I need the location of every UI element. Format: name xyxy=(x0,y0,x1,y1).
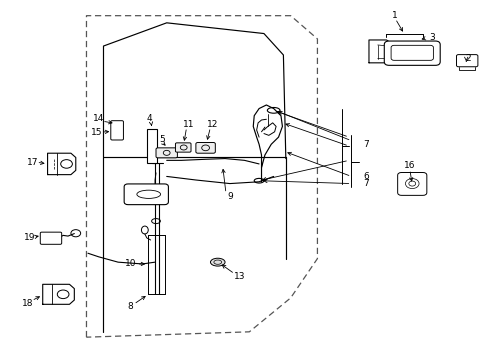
Text: 13: 13 xyxy=(233,272,245,281)
FancyBboxPatch shape xyxy=(156,148,177,158)
FancyBboxPatch shape xyxy=(397,172,426,195)
FancyBboxPatch shape xyxy=(196,143,215,153)
Text: 15: 15 xyxy=(91,128,102,137)
FancyBboxPatch shape xyxy=(384,41,439,65)
FancyBboxPatch shape xyxy=(40,232,61,244)
FancyBboxPatch shape xyxy=(456,55,477,67)
FancyBboxPatch shape xyxy=(111,121,123,140)
Text: 7: 7 xyxy=(363,140,368,149)
Text: 8: 8 xyxy=(127,302,133,311)
FancyBboxPatch shape xyxy=(124,184,168,204)
Text: 1: 1 xyxy=(391,11,397,20)
Text: 19: 19 xyxy=(24,233,35,242)
Text: 10: 10 xyxy=(124,260,136,269)
Text: 7: 7 xyxy=(363,179,368,188)
Text: 9: 9 xyxy=(226,192,232,201)
Text: 14: 14 xyxy=(93,114,104,123)
Text: 16: 16 xyxy=(403,161,415,170)
Text: 18: 18 xyxy=(22,299,34,308)
Text: 6: 6 xyxy=(363,172,368,181)
Text: 11: 11 xyxy=(183,120,194,129)
Text: 17: 17 xyxy=(27,158,39,167)
Text: 5: 5 xyxy=(159,135,164,144)
Text: 12: 12 xyxy=(207,120,218,129)
Text: 2: 2 xyxy=(465,54,470,63)
Ellipse shape xyxy=(210,258,224,266)
FancyBboxPatch shape xyxy=(175,143,191,152)
Text: 3: 3 xyxy=(428,33,434,42)
Text: 4: 4 xyxy=(146,114,152,123)
Bar xyxy=(146,129,157,163)
